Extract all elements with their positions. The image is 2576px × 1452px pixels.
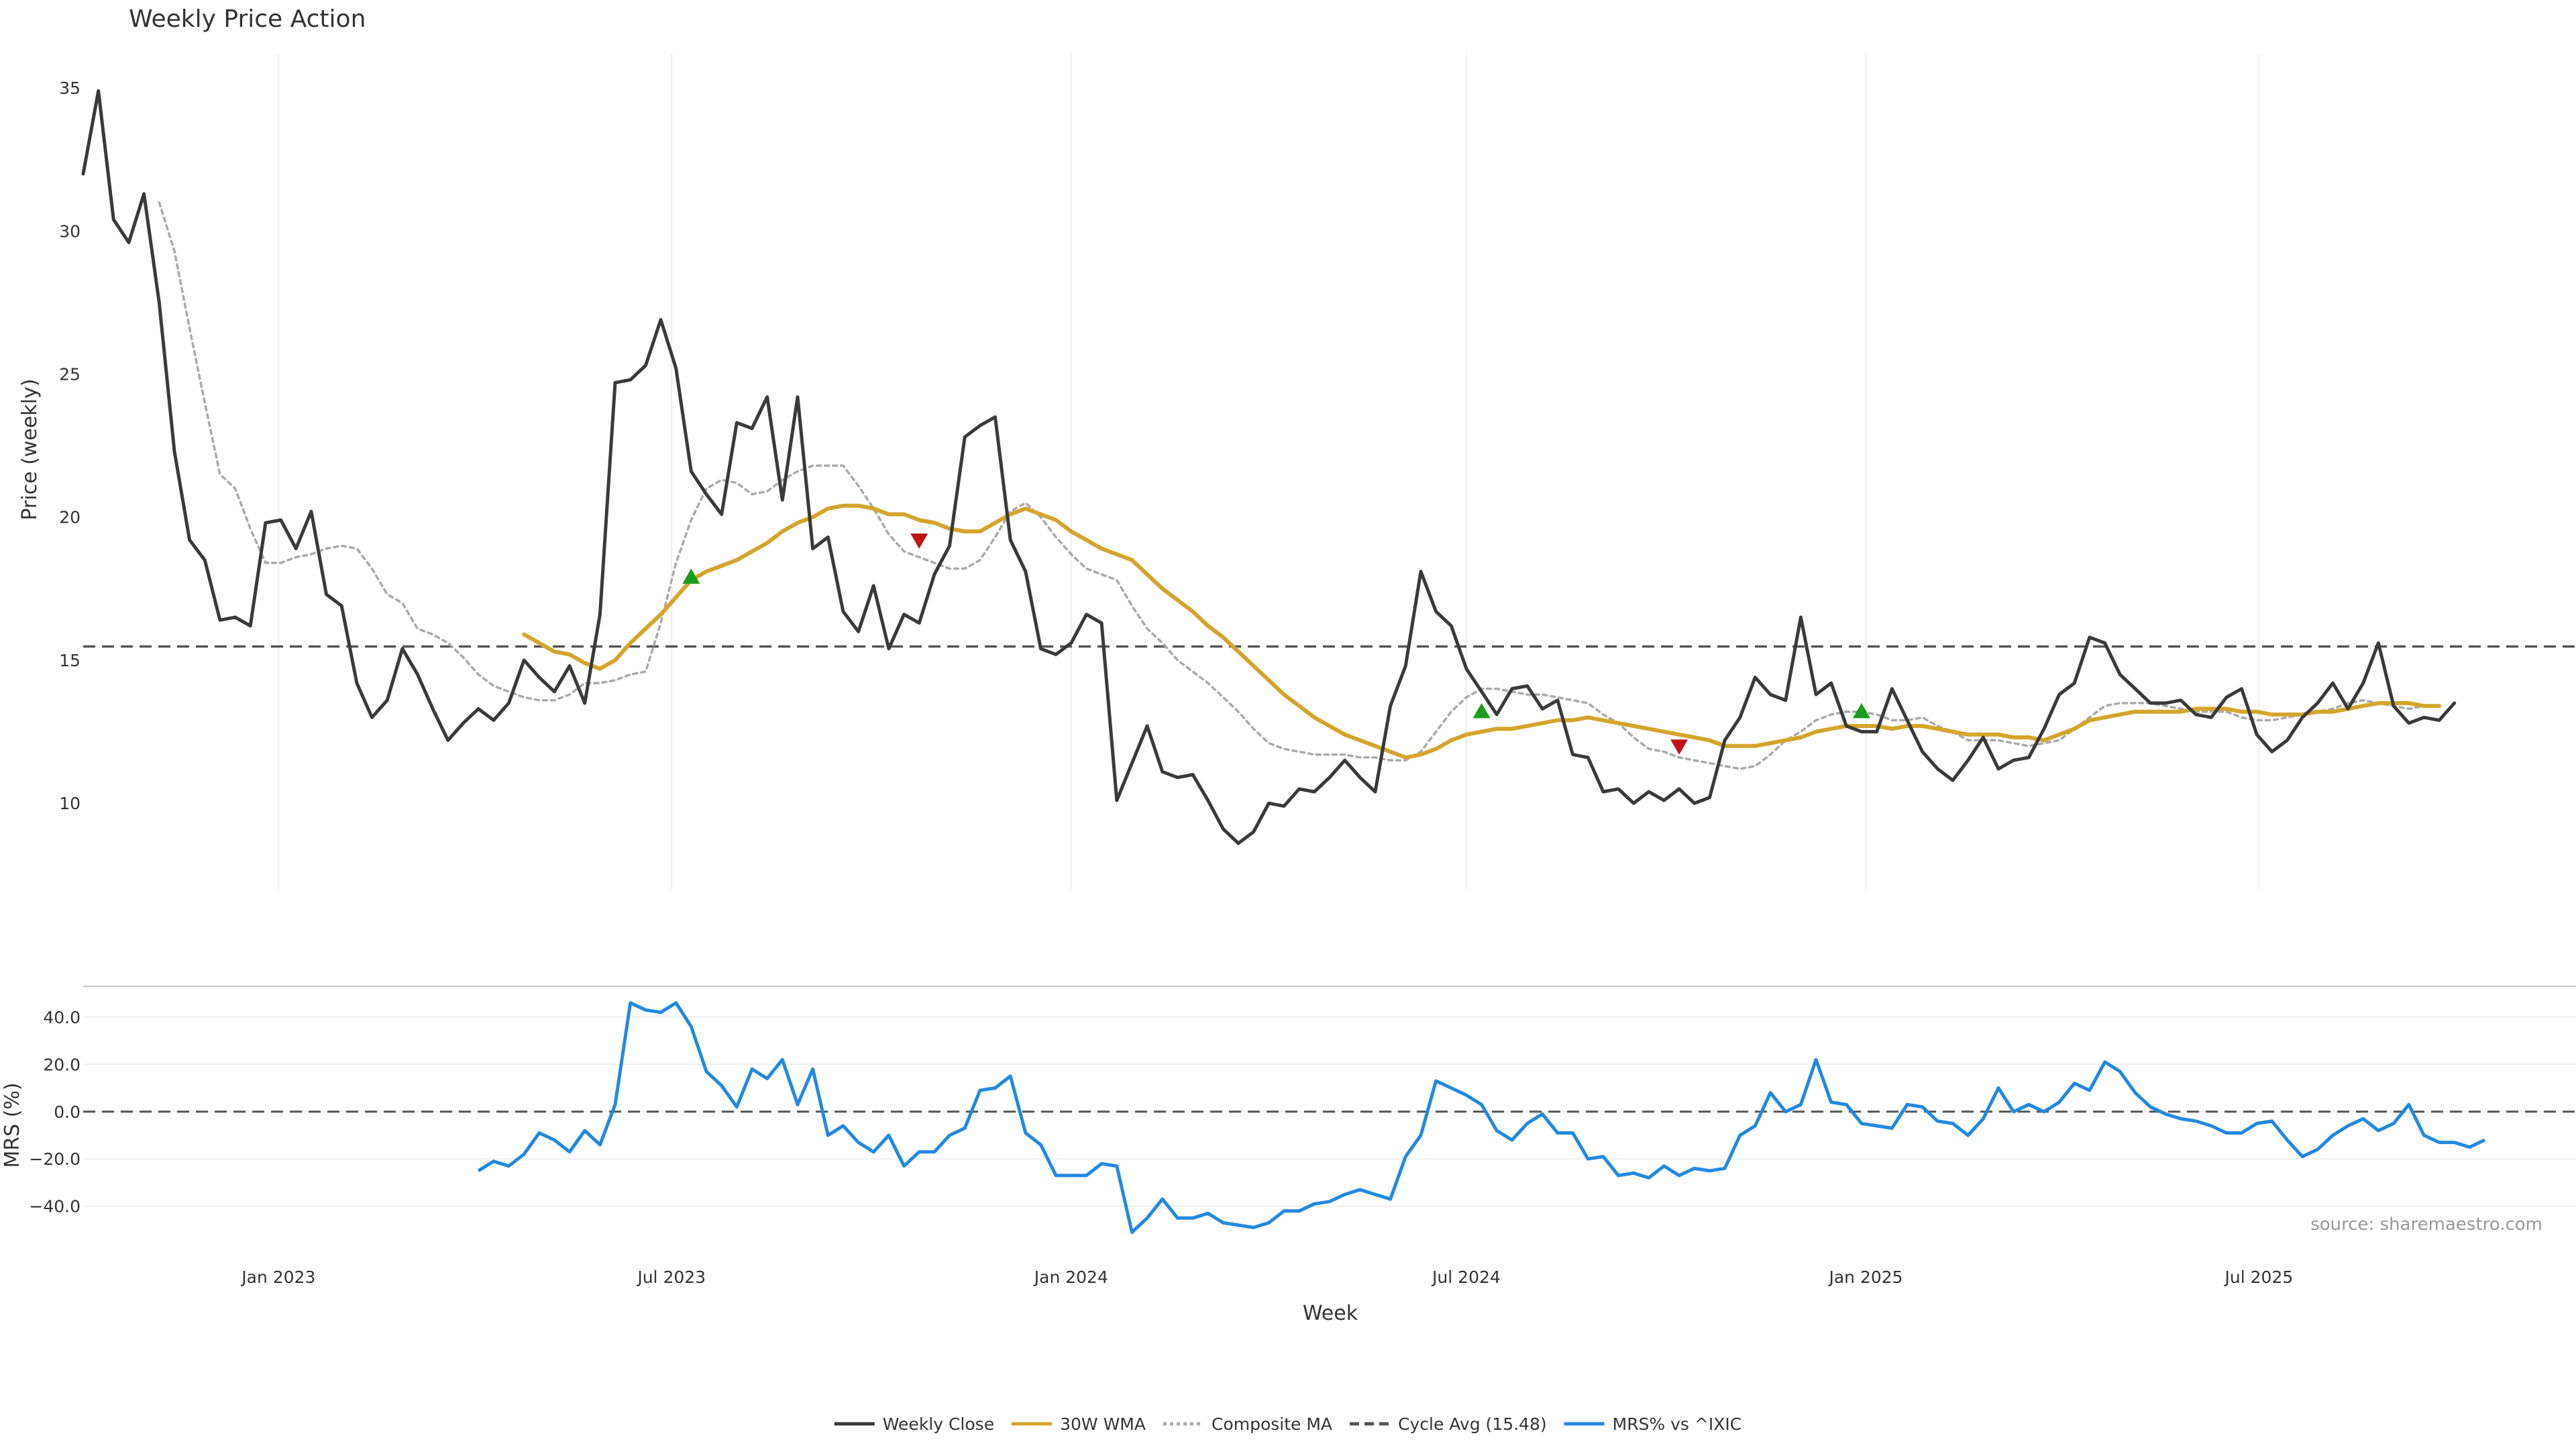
mrs-y-tick-label: 40.0: [43, 1008, 80, 1027]
x-tick-label: Jul 2023: [636, 1267, 706, 1287]
series-line-wma: [522, 503, 2442, 760]
mrs-y-tick-label: −20.0: [29, 1149, 80, 1169]
price-y-tick-label: 10: [59, 794, 80, 813]
price-y-tick-label: 15: [59, 651, 80, 670]
signal-marker-up: [682, 568, 700, 584]
series-line-close: [81, 89, 2457, 845]
series-line-mrs: [477, 1001, 2486, 1234]
mrs-y-tick-label: 0.0: [54, 1102, 80, 1122]
x-tick-label: Jan 2025: [1827, 1267, 1902, 1287]
signal-marker-down: [910, 533, 928, 549]
signal-marker-up: [1853, 703, 1870, 719]
legend-label: Composite MA: [1212, 1414, 1332, 1434]
mrs-grid: −40.0 −20.0 0.0 20.0 40.0: [29, 986, 2576, 1216]
signal-marker-down: [1670, 739, 1688, 755]
signal-markers: [682, 533, 1870, 755]
legend-label: MRS% vs ^IXIC: [1613, 1414, 1742, 1434]
chart-title: Weekly Price Action: [129, 5, 366, 33]
price-y-tick-label: 30: [59, 221, 80, 241]
price-y-tick-label: 20: [59, 508, 80, 527]
price-axis-label: Price (weekly): [18, 378, 42, 520]
price-grid: 10 15 20 25 30 35: [59, 54, 2576, 889]
mrs-y-tick-label: 20.0: [43, 1055, 80, 1074]
price-y-tick-label: 35: [59, 79, 80, 98]
legend-label: Cycle Avg (15.48): [1398, 1414, 1547, 1434]
x-tick-label: Jan 2023: [240, 1267, 315, 1287]
x-tick-label: Jul 2024: [1431, 1267, 1501, 1287]
mrs-y-tick-label: −40.0: [29, 1197, 80, 1216]
legend-label: Weekly Close: [883, 1414, 994, 1434]
mrs-axis-label: MRS (%): [1, 1082, 24, 1168]
legend-label: 30W WMA: [1060, 1414, 1146, 1434]
x-axis-label: Week: [1303, 1302, 1358, 1325]
signal-marker-up: [1472, 703, 1491, 719]
x-tick-label: Jan 2024: [1033, 1267, 1108, 1287]
legend: Weekly Close 30W WMA Composite MA Cycle Avg…: [834, 1414, 1742, 1434]
source-label: source: sharemaestro.com: [2310, 1214, 2542, 1235]
series-line-composite: [158, 201, 2426, 770]
price-y-tick-label: 25: [59, 365, 80, 384]
x-tick-label: Jul 2025: [2224, 1267, 2294, 1287]
x-axis-ticks: Jan 2023 Jul 2023 Jan 2024 Jul 2024 Jan 2025…: [240, 1267, 2293, 1287]
mrs-series-layer: [477, 1001, 2486, 1234]
price-series-layer: [81, 89, 2457, 845]
